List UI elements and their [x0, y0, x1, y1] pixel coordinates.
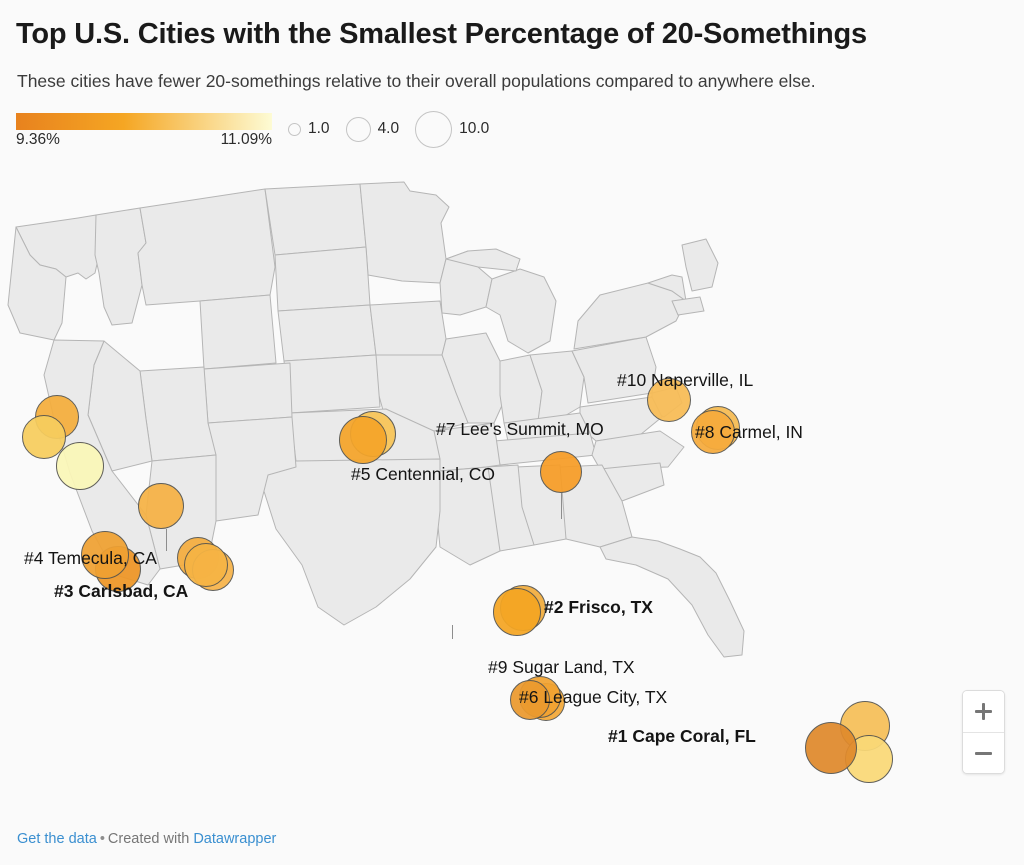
state-massachusetts [671, 296, 705, 316]
map-label-rank-3: #3 Carlsbad, CA [54, 581, 189, 601]
size-legend-item: 1.0 [288, 120, 330, 138]
map-bubble-rank-4[interactable] [81, 531, 129, 579]
get-the-data-link[interactable]: Get the data [17, 831, 97, 847]
map-label-rank-8: #8 Carmel, IN [695, 422, 803, 442]
state-minnesota [359, 181, 450, 284]
state-michigan-up [445, 248, 521, 272]
color-legend-min-label: 9.36% [16, 131, 60, 148]
created-with-label: Created with [107, 831, 190, 847]
state-oregon [7, 226, 67, 341]
bubble-leader-line [561, 493, 562, 519]
map-label-rank-7: #7 Lee's Summit, MO [436, 419, 604, 439]
map-bubble-rank-1[interactable] [805, 722, 857, 774]
footer-separator: • [99, 831, 105, 847]
color-legend: 9.36% 11.09% [16, 113, 272, 151]
page-title: Top U.S. Cities with the Smallest Percen… [16, 18, 867, 50]
map-label-rank-6: #6 League City, TX [519, 687, 668, 707]
state-kansas [283, 354, 381, 414]
size-legend-label: 1.0 [308, 120, 330, 137]
map-label-rank-9: #9 Sugar Land, TX [488, 657, 635, 677]
map-bubble-rank-2[interactable] [493, 588, 541, 636]
state-north-dakota [264, 183, 367, 256]
chart-subtitle: These cities have fewer 20-somethings re… [17, 71, 816, 91]
map-bubble-rank-8[interactable] [691, 410, 735, 454]
state-montana [137, 188, 276, 306]
state-iowa [369, 300, 447, 356]
color-legend-gradient-bar [16, 113, 272, 130]
size-legend-label: 4.0 [377, 120, 400, 137]
map-bubble[interactable] [56, 442, 104, 490]
map-bubble-rank-5[interactable] [339, 416, 387, 464]
zoom-in-button[interactable] [963, 691, 1004, 733]
map-label-rank-2: #2 Frisco, TX [544, 597, 653, 617]
state-south-dakota [274, 246, 371, 312]
map-label-rank-1: #1 Cape Coral, FL [608, 726, 756, 746]
state-utah [139, 366, 217, 462]
color-legend-max-label: 11.09% [220, 131, 272, 148]
size-legend-label: 10.0 [459, 120, 490, 137]
state-new-hampshire-vermont [647, 274, 687, 302]
state-idaho [94, 207, 147, 326]
state-wyoming [199, 294, 277, 370]
map-bubble[interactable] [22, 415, 66, 459]
size-legend-item: 4.0 [345, 116, 400, 142]
size-legend-circle [288, 122, 301, 136]
chart-footer: Get the data • Created with Datawrapper [17, 831, 276, 847]
bubble-leader-line [166, 529, 167, 551]
size-legend-circle [415, 110, 453, 148]
map-label-rank-4: #4 Temecula, CA [24, 548, 157, 568]
map-zoom-controls[interactable] [962, 690, 1005, 774]
state-florida [599, 536, 745, 658]
size-legend-item: 10.0 [415, 110, 490, 148]
state-maine [681, 238, 719, 292]
states-layer [7, 181, 745, 658]
map-bubble-rank-3[interactable] [184, 543, 228, 587]
color-legend-ticks: 9.36% 11.09% [16, 131, 272, 151]
map-label-rank-5: #5 Centennial, CO [351, 464, 495, 484]
map-bubble-rank-7[interactable] [540, 451, 582, 493]
state-nebraska [277, 304, 377, 362]
state-colorado [203, 362, 293, 424]
state-north-carolina [591, 430, 685, 470]
state-new-york [573, 282, 687, 350]
map-canvas[interactable]: #1 Cape Coral, FL #2 Frisco, TX #3 Carlsba… [0, 155, 1024, 815]
map-bubble-rank-10[interactable] [647, 378, 691, 422]
datawrapper-link[interactable]: Datawrapper [193, 831, 277, 847]
map-bubble[interactable] [138, 483, 184, 529]
size-legend-circle [345, 116, 371, 142]
zoom-out-button[interactable] [963, 733, 1004, 773]
map-bubble-rank-9[interactable] [510, 680, 550, 720]
us-states-map [7, 181, 745, 658]
size-legend: 1.0 4.0 10.0 [288, 110, 505, 148]
state-michigan [485, 268, 557, 354]
map-label-rank-10: #10 Naperville, IL [617, 370, 754, 390]
bubble-leader-line [452, 625, 453, 639]
